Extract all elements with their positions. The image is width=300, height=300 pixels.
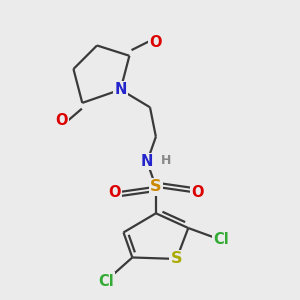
Text: Cl: Cl (98, 274, 114, 289)
Text: O: O (150, 35, 162, 50)
Text: H: H (161, 154, 171, 167)
Text: O: O (56, 113, 68, 128)
Text: O: O (191, 185, 203, 200)
Text: O: O (108, 185, 121, 200)
Text: S: S (171, 251, 182, 266)
Text: S: S (150, 179, 162, 194)
Text: N: N (141, 154, 153, 169)
Text: N: N (114, 82, 127, 97)
Text: N: N (141, 154, 153, 169)
Text: Cl: Cl (213, 232, 229, 247)
